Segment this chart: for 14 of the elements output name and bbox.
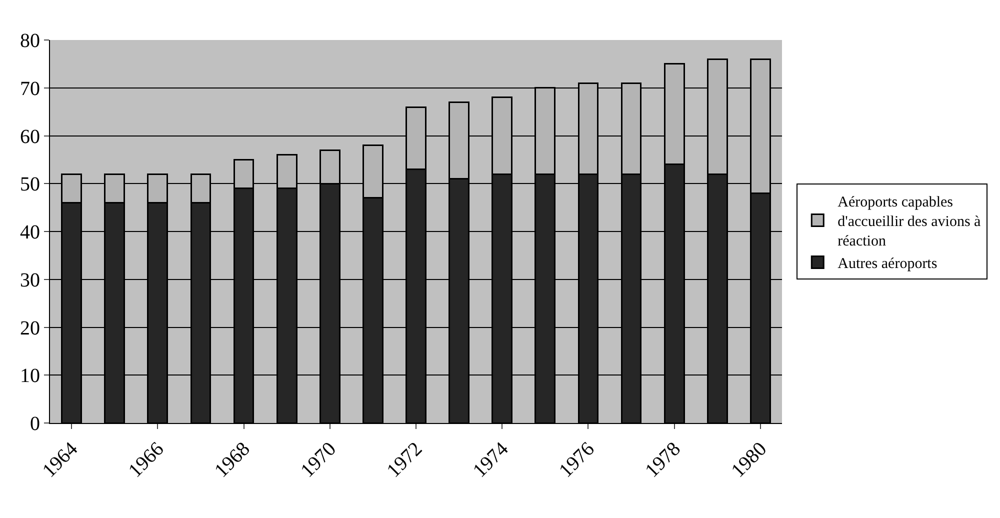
y-tick-label: 40 — [20, 222, 40, 244]
y-tick-label: 30 — [20, 269, 40, 292]
legend-label: Autres aéroports — [838, 256, 938, 272]
y-tick-label: 10 — [20, 365, 40, 388]
y-tick-label: 0 — [30, 413, 40, 435]
x-tick-label: 1980 — [727, 438, 772, 482]
legend-label: Aéroports capables d'accueillir des avions à réaction — [838, 194, 982, 250]
y-tick-label: 70 — [20, 78, 40, 100]
y-tick-label: 20 — [20, 317, 40, 340]
x-tick-label: 1972 — [382, 438, 427, 482]
x-tick-label: 1970 — [296, 438, 340, 482]
y-tick-label: 50 — [20, 174, 40, 196]
y-tick-label: 80 — [20, 30, 40, 52]
y-tick-label: 60 — [20, 126, 40, 148]
